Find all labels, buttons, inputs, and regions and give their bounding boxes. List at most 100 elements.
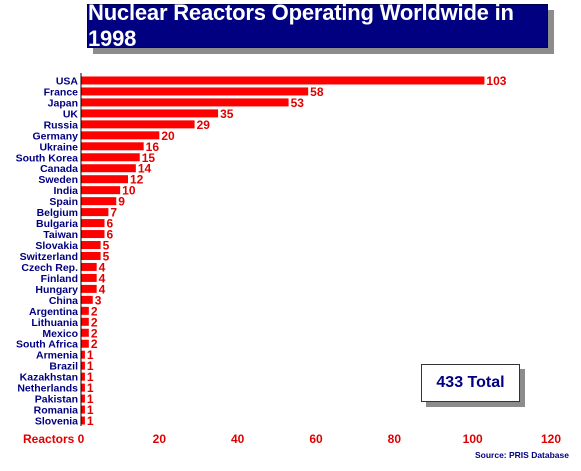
bar-czech-rep (81, 262, 97, 271)
value-label-lithuania: 2 (91, 315, 98, 329)
bar-sweden (81, 175, 128, 184)
bar-japan (81, 98, 289, 107)
bar-mexico (81, 328, 89, 337)
value-label-finland: 4 (99, 271, 106, 285)
bar-brazil (81, 361, 85, 370)
value-label-armenia: 1 (87, 348, 94, 362)
category-label-usa: USA (56, 75, 79, 87)
bar-china (81, 295, 93, 304)
bar-russia (81, 120, 195, 129)
value-label-germany: 20 (161, 129, 175, 143)
category-label-hungary: Hungary (35, 284, 78, 296)
bar-slovakia (81, 241, 101, 250)
category-label-mexico: Mexico (42, 328, 78, 340)
category-label-spain: Spain (49, 196, 78, 208)
value-label-romania: 1 (87, 403, 94, 417)
value-label-india: 10 (122, 184, 136, 198)
source-note: Source: PRIS Database (474, 450, 569, 460)
category-label-bulgaria: Bulgaria (36, 218, 78, 230)
x-axis-ticks-group: 0 20 40 60 80 100 120 (78, 432, 562, 446)
value-label-slovakia: 5 (103, 239, 110, 253)
x-tick-label-80: 80 (388, 432, 402, 446)
bar-south-korea (81, 153, 140, 162)
category-label-india: India (53, 185, 78, 197)
bar-lithuania (81, 317, 89, 326)
category-label-netherlands: Netherlands (17, 383, 78, 395)
value-label-south-korea: 15 (142, 151, 156, 165)
value-label-switzerland: 5 (103, 249, 110, 263)
category-label-switzerland: Switzerland (20, 251, 78, 263)
value-label-kazakhstan: 1 (87, 370, 94, 384)
value-label-argentina: 2 (91, 304, 98, 318)
value-label-south-africa: 2 (91, 337, 98, 351)
value-label-slovenia: 1 (87, 414, 94, 428)
category-labels-group: USAFranceJapanUKRussiaGermanyUkraineSout… (16, 75, 79, 427)
category-label-germany: Germany (32, 130, 78, 142)
bar-spain (81, 197, 117, 206)
category-label-romania: Romania (34, 405, 79, 417)
bars-group (81, 76, 485, 425)
category-label-canada: Canada (40, 163, 78, 175)
bar-canada (81, 164, 136, 173)
category-label-japan: Japan (48, 97, 78, 109)
value-label-france: 58 (310, 85, 324, 99)
bar-belgium (81, 208, 109, 217)
category-label-finland: Finland (41, 273, 78, 285)
bar-switzerland (81, 251, 101, 260)
bar-south-africa (81, 339, 89, 348)
category-label-taiwan: Taiwan (43, 229, 78, 241)
category-label-uk: UK (63, 108, 79, 120)
x-axis-title: Reactors (23, 432, 75, 446)
category-label-lithuania: Lithuania (31, 317, 78, 329)
bar-finland (81, 273, 97, 282)
value-label-hungary: 4 (99, 282, 106, 296)
total-box: 433 Total (421, 364, 520, 402)
bar-slovenia (81, 416, 85, 425)
bar-ukraine (81, 142, 144, 151)
category-label-china: China (49, 295, 78, 307)
bar-kazakhstan (81, 372, 85, 381)
value-label-belgium: 7 (110, 206, 117, 220)
value-label-pakistan: 1 (87, 392, 94, 406)
bar-france (81, 87, 309, 96)
category-label-south-korea: South Korea (16, 152, 79, 164)
value-label-bulgaria: 6 (107, 217, 114, 231)
bar-romania (81, 405, 85, 414)
bar-hungary (81, 284, 97, 293)
bar-germany (81, 131, 160, 140)
category-label-france: France (44, 86, 79, 98)
bar-taiwan (81, 230, 105, 239)
x-tick-label-100: 100 (463, 432, 483, 446)
value-label-netherlands: 1 (87, 381, 94, 395)
bar-netherlands (81, 383, 85, 392)
value-label-mexico: 2 (91, 326, 98, 340)
bar-usa (81, 76, 485, 85)
value-label-usa: 103 (486, 74, 506, 88)
category-label-argentina: Argentina (29, 306, 78, 318)
category-label-armenia: Armenia (36, 350, 78, 362)
value-label-canada: 14 (138, 162, 152, 176)
x-tick-label-20: 20 (153, 432, 167, 446)
bar-bulgaria (81, 219, 105, 228)
value-label-ukraine: 16 (146, 140, 160, 154)
value-label-czech-rep: 4 (99, 260, 106, 274)
x-tick-label-120: 120 (541, 432, 561, 446)
value-label-japan: 53 (291, 96, 305, 110)
bar-uk (81, 109, 219, 118)
category-label-russia: Russia (44, 119, 79, 131)
value-label-taiwan: 6 (107, 228, 114, 242)
category-label-brazil: Brazil (49, 361, 78, 373)
category-label-slovakia: Slovakia (35, 240, 78, 252)
category-label-south-africa: South Africa (16, 339, 78, 351)
value-labels-group: 1035853352920161514121097665544432222111… (87, 74, 507, 428)
category-label-slovenia: Slovenia (35, 416, 78, 428)
category-label-czech-rep: Czech Rep. (21, 262, 78, 274)
x-tick-label-0: 0 (78, 432, 85, 446)
value-label-china: 3 (95, 293, 102, 307)
category-label-sweden: Sweden (38, 174, 78, 186)
bar-india (81, 186, 121, 195)
category-label-ukraine: Ukraine (39, 141, 78, 153)
category-label-kazakhstan: Kazakhstan (20, 372, 78, 384)
x-tick-label-60: 60 (309, 432, 323, 446)
